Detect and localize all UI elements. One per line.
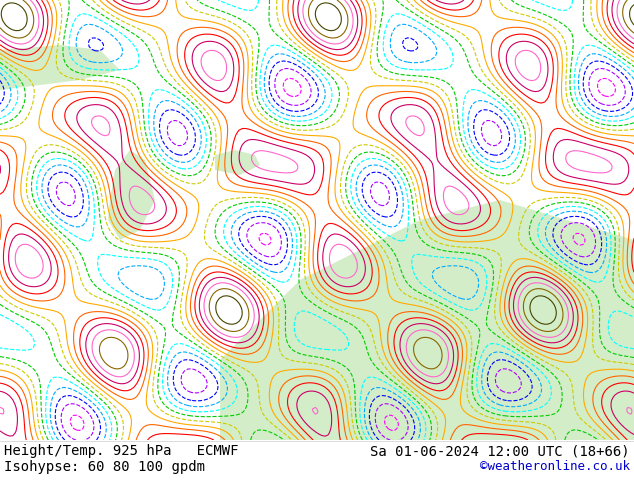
Text: Isohypse: 60 80 100 gpdm: Isohypse: 60 80 100 gpdm xyxy=(4,460,205,474)
Text: Height/Temp. 925 hPa   ECMWF: Height/Temp. 925 hPa ECMWF xyxy=(4,444,238,458)
Text: ©weatheronline.co.uk: ©weatheronline.co.uk xyxy=(480,460,630,473)
Text: Sa 01-06-2024 12:00 UTC (18+66): Sa 01-06-2024 12:00 UTC (18+66) xyxy=(370,444,630,458)
